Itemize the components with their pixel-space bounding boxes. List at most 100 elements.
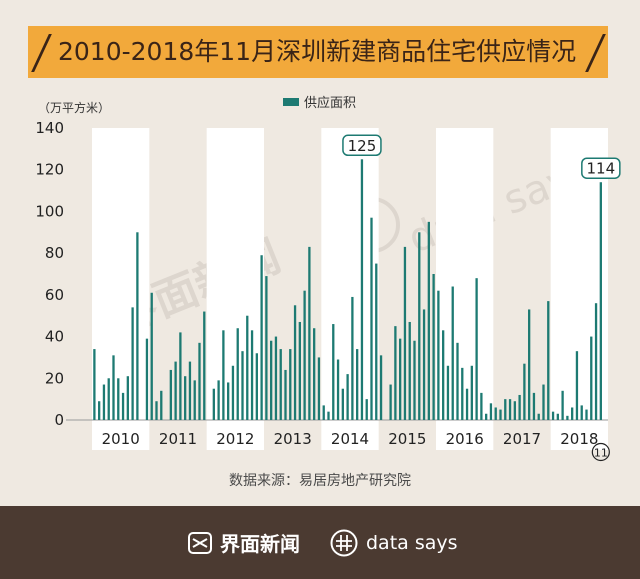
y-tick-label: 60 [45,286,64,304]
bar [566,415,569,420]
bar [193,380,196,420]
bar [489,403,493,420]
bar [480,392,483,420]
bar [102,384,106,420]
bar [590,336,593,420]
bar [136,232,139,420]
bar [303,290,306,420]
bar [98,401,101,420]
bar [442,330,445,420]
jiemian-logo-icon [188,531,212,554]
jiemian-logo: 界面新闻 [188,506,300,579]
bar [317,357,321,420]
axes: （万平方米） 0 20 40 60 80 100 120 140 2010 2011 2012 2013… [35,100,610,462]
jiemian-label: 界面新闻 [220,532,300,556]
bars [93,159,602,421]
bar [456,342,459,420]
bar [432,274,435,420]
bar [375,263,378,420]
year-band-2018 [550,128,608,450]
bar [556,413,559,420]
bar [274,336,278,420]
bar [327,411,330,420]
x-year-label: 2014 [331,430,369,448]
bar [298,321,301,420]
year-band-2014 [321,128,379,450]
bar [475,278,478,420]
footer: 界面新闻 data says [0,506,640,579]
bar [117,378,120,420]
bar [203,311,206,420]
bar [394,326,397,420]
bar [351,296,354,420]
bar [451,286,454,420]
bar [365,399,368,420]
bar [284,369,287,420]
bar [279,349,282,420]
chart-title: 2010-2018年11月深圳新建商品住宅供应情况 [58,37,577,66]
bar [217,380,220,420]
bar [599,182,602,420]
bar [580,405,583,420]
bar [160,390,163,420]
bar [413,340,416,420]
bar [93,349,96,420]
bar [499,409,502,420]
bar [379,355,383,420]
bar [121,392,125,420]
year-bands [92,128,608,450]
bar [528,309,531,420]
bar [408,321,411,420]
bar [169,369,172,420]
datasays-logo-icon [330,529,358,556]
bar [250,330,254,420]
bar [260,255,263,420]
x-year-label: 2013 [274,430,312,448]
bar [131,307,134,420]
bar [585,409,588,420]
bar [231,365,235,420]
end-month-circle [591,442,610,462]
y-tick-label: 0 [54,411,64,429]
bar [518,394,521,420]
bar [461,367,464,420]
bar [270,340,273,420]
bar [313,328,316,420]
bar [508,399,512,420]
bar [174,361,177,420]
y-tick-label: 80 [45,244,64,262]
bar [179,332,182,420]
bar [212,388,215,420]
bar [470,365,473,420]
bar [255,353,258,420]
bar [547,301,550,420]
year-band-2016 [436,128,494,450]
legend: 供应面积 [283,95,356,111]
bar [513,401,516,420]
bar [575,351,579,420]
bar [485,413,488,420]
legend-label: 供应面积 [304,95,356,111]
bar [188,361,192,420]
datasays-logo: data says [330,506,458,579]
bar [537,413,540,420]
bar [308,246,311,420]
bar [236,328,239,420]
x-year-label: 2018 [560,430,598,448]
bar [341,388,344,420]
bar [422,309,426,420]
y-tick-label: 20 [45,369,64,387]
y-axis-label: （万平方米） [38,100,110,115]
end-month-label: 11 [594,447,608,460]
bar [403,246,407,420]
x-year-label: 2015 [388,430,426,448]
bar [322,405,325,420]
year-band-2012 [206,128,264,450]
bar [399,338,402,420]
bar [107,378,110,420]
annotation-label: 114 [587,160,616,178]
bar [198,342,201,420]
bar [346,374,349,420]
bar [594,303,598,420]
